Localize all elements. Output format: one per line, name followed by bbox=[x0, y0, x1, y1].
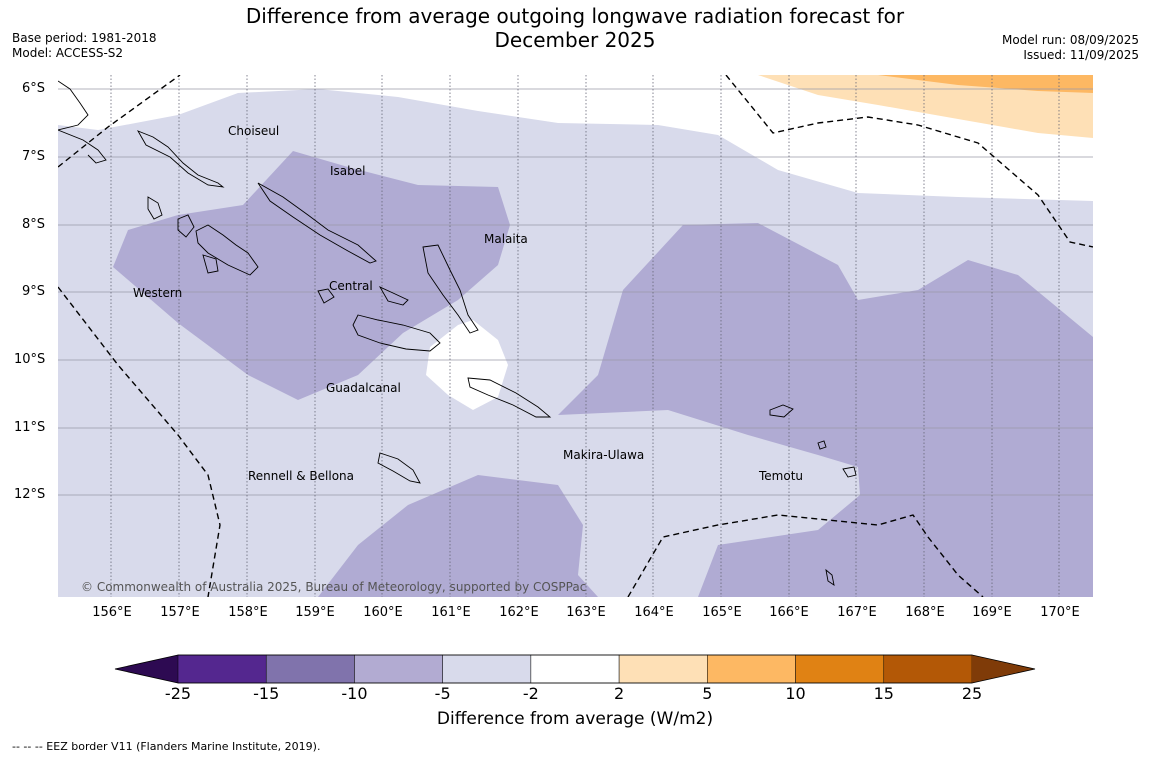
colorbar-segment bbox=[177, 654, 267, 684]
eez-border bbox=[58, 75, 1093, 597]
anomaly-band-neutral bbox=[426, 320, 508, 410]
longitude-grid bbox=[110, 75, 1060, 597]
colorbar-tick-label: -25 bbox=[164, 684, 192, 703]
colorbar-extend-max bbox=[972, 655, 1035, 683]
issued-date: Issued: 11/09/2025 bbox=[1023, 48, 1139, 62]
meta-right: Model run: 08/09/2025 Issued: 11/09/2025 bbox=[1002, 33, 1139, 63]
region-label-central: Central bbox=[329, 279, 373, 293]
anomaly-band-medium-east bbox=[558, 223, 1093, 597]
map-panel: Choiseul Isabel Malaita Central Western … bbox=[58, 75, 1093, 597]
colorbar-segment bbox=[707, 654, 796, 684]
lat-label: 8°S bbox=[22, 217, 46, 232]
anomaly-band-medium-south bbox=[318, 475, 598, 597]
colorbar-tick-label: 5 bbox=[702, 684, 713, 703]
region-label-western: Western bbox=[133, 286, 182, 300]
colorbar-tick-label: 25 bbox=[961, 684, 983, 703]
region-label-guadalcanal: Guadalcanal bbox=[326, 381, 401, 395]
lat-label: 9°S bbox=[22, 284, 46, 299]
coastlines bbox=[58, 80, 857, 586]
colorbar-tick-label: -15 bbox=[253, 684, 280, 703]
colorbar-segment bbox=[265, 654, 355, 684]
lon-label: 160°E bbox=[363, 605, 403, 620]
colorbar-tick-label: -2 bbox=[522, 684, 539, 703]
lon-label: 161°E bbox=[431, 605, 471, 620]
colorbar-segment bbox=[795, 654, 885, 684]
map-title: Difference from average outgoing longwav… bbox=[230, 4, 920, 52]
colorbar-segment bbox=[530, 654, 620, 684]
lon-label: 168°E bbox=[905, 605, 945, 620]
lat-label: 11°S bbox=[14, 420, 46, 435]
model-run: Model run: 08/09/2025 bbox=[1001, 33, 1139, 47]
colorbar-extend-min bbox=[115, 655, 178, 683]
lon-label: 163°E bbox=[566, 605, 606, 620]
lon-label: 159°E bbox=[295, 605, 335, 620]
anomaly-band-positive-light bbox=[758, 75, 1093, 138]
lon-label: 162°E bbox=[499, 605, 539, 620]
colorbar-tick-label: 2 bbox=[614, 684, 625, 703]
base-period: Base period: 1981-2018 bbox=[12, 31, 157, 45]
colorbar-segment bbox=[354, 654, 443, 684]
meta-left: Base period: 1981-2018 Model: ACCESS-S2 bbox=[12, 31, 157, 61]
lon-label: 157°E bbox=[160, 605, 200, 620]
colorbar-tick-label: 10 bbox=[785, 684, 806, 703]
region-label-isabel: Isabel bbox=[330, 164, 365, 178]
model-name: Model: ACCESS-S2 bbox=[12, 46, 124, 60]
region-label-temotu: Temotu bbox=[758, 469, 803, 483]
lat-label: 6°S bbox=[22, 81, 46, 96]
lat-label: 12°S bbox=[14, 487, 46, 502]
colorbar-segment bbox=[618, 654, 708, 684]
latitude-grid bbox=[58, 88, 1093, 496]
colorbar-segment bbox=[883, 654, 973, 684]
lon-label: 158°E bbox=[228, 605, 268, 620]
lat-label: 7°S bbox=[22, 149, 46, 164]
title-line-2: December 2025 bbox=[494, 28, 656, 52]
eez-legend: -- -- -- EEZ border V11 (Flanders Marine… bbox=[12, 740, 321, 753]
colorbar-tick-label: -10 bbox=[341, 684, 368, 703]
lon-label: 164°E bbox=[634, 605, 674, 620]
lat-label: 10°S bbox=[14, 352, 46, 367]
region-label-choiseul: Choiseul bbox=[228, 124, 279, 138]
colorbar-tick-label: 15 bbox=[873, 684, 894, 703]
title-line-1: Difference from average outgoing longwav… bbox=[245, 4, 905, 28]
lon-label: 156°E bbox=[92, 605, 132, 620]
lon-label: 167°E bbox=[837, 605, 877, 620]
lon-label: 170°E bbox=[1040, 605, 1080, 620]
lon-label: 169°E bbox=[972, 605, 1012, 620]
region-label-malaita: Malaita bbox=[484, 232, 528, 246]
lon-label: 165°E bbox=[702, 605, 742, 620]
colorbar bbox=[114, 654, 1036, 684]
region-label-makira-ulawa: Makira-Ulawa bbox=[563, 448, 644, 462]
colorbar-tick-label: -5 bbox=[434, 684, 451, 703]
anomaly-band-medium-west bbox=[113, 151, 510, 400]
region-label-rennell-bellona: Rennell & Bellona bbox=[248, 469, 354, 483]
anomaly-band-positive-medium bbox=[878, 75, 1093, 93]
colorbar-segment bbox=[442, 654, 532, 684]
colorbar-label: Difference from average (W/m2) bbox=[436, 709, 714, 729]
copyright-notice: © Commonwealth of Australia 2025, Bureau… bbox=[81, 580, 587, 594]
lon-label: 166°E bbox=[769, 605, 809, 620]
